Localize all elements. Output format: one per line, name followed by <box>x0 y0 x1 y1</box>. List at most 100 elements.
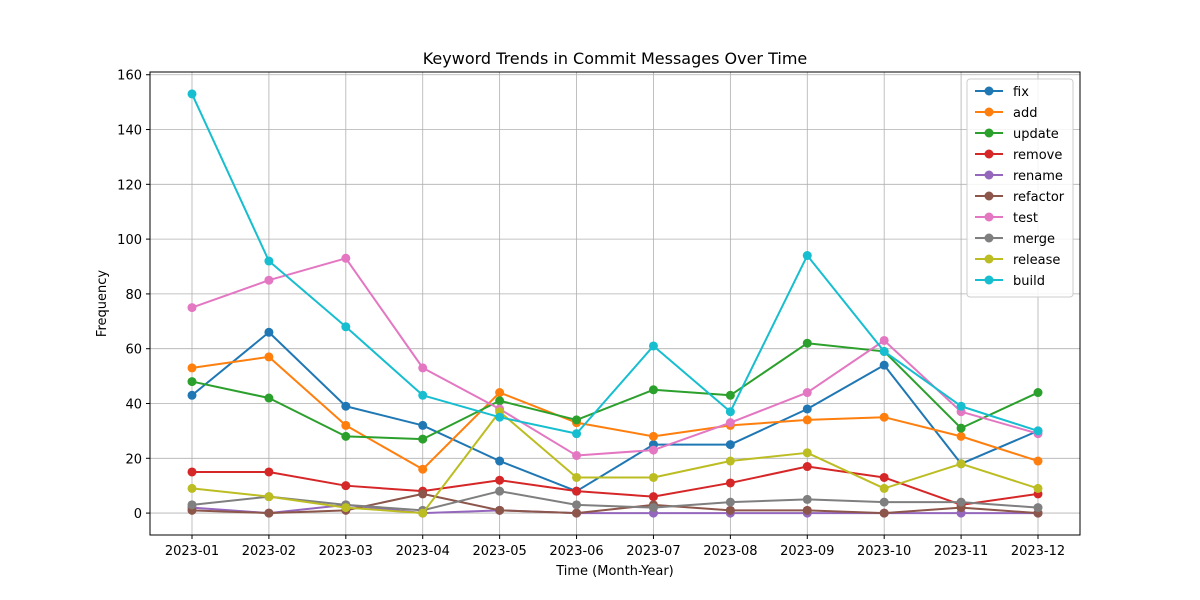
data-point-test <box>264 275 274 285</box>
legend-label: fix <box>1013 85 1029 100</box>
data-point-test <box>725 418 735 428</box>
data-point-refactor <box>418 489 428 499</box>
data-point-merge <box>802 494 812 504</box>
legend-label: test <box>1013 211 1038 226</box>
y-tick-label: 80 <box>125 288 142 303</box>
legend-label: update <box>1013 127 1059 142</box>
legend-item-remove: remove <box>975 148 1062 163</box>
data-point-build <box>495 412 505 422</box>
data-point-merge <box>1033 503 1043 513</box>
data-point-build <box>802 251 812 261</box>
legend-swatch-marker <box>984 212 994 222</box>
data-point-update <box>341 431 351 441</box>
legend-item-add: add <box>975 106 1037 121</box>
data-point-refactor <box>879 508 889 518</box>
data-point-build <box>725 407 735 417</box>
legend-item-release: release <box>975 253 1060 268</box>
x-axis-label: Time (Month-Year) <box>555 564 674 579</box>
legend-swatch-marker <box>984 86 994 96</box>
data-point-release <box>879 483 889 493</box>
legend-label: release <box>1013 253 1060 268</box>
data-point-refactor <box>264 508 274 518</box>
data-point-update <box>264 393 274 403</box>
data-point-remove <box>341 481 351 491</box>
x-tick-label: 2023-05 <box>472 544 526 559</box>
data-point-merge <box>648 503 658 513</box>
series-line-merge <box>191 490 1039 512</box>
data-point-add <box>187 363 197 373</box>
data-point-release <box>1033 483 1043 493</box>
x-tick-label: 2023-06 <box>549 544 603 559</box>
x-tick-label: 2023-01 <box>165 544 219 559</box>
series-add <box>187 352 1043 474</box>
grid <box>150 72 1080 535</box>
data-point-build <box>879 346 889 356</box>
data-point-fix <box>879 360 889 370</box>
data-point-remove <box>648 492 658 502</box>
legend-swatch-marker <box>984 191 994 201</box>
data-point-refactor <box>802 505 812 515</box>
legend-item-build: build <box>975 274 1045 289</box>
data-point-release <box>264 492 274 502</box>
legend-item-update: update <box>975 127 1059 142</box>
y-tick-label: 0 <box>134 507 142 522</box>
data-point-release <box>956 459 966 469</box>
data-point-add <box>648 431 658 441</box>
data-point-add <box>802 415 812 425</box>
data-point-fix <box>264 327 274 337</box>
x-tick-label: 2023-02 <box>242 544 296 559</box>
data-point-release <box>341 503 351 513</box>
x-tick-label: 2023-12 <box>1011 544 1065 559</box>
legend-item-refactor: refactor <box>975 190 1065 205</box>
data-point-add <box>264 352 274 362</box>
data-point-remove <box>264 467 274 477</box>
data-point-build <box>341 322 351 332</box>
data-point-test <box>648 445 658 455</box>
data-point-merge <box>879 497 889 507</box>
y-tick-label: 40 <box>125 397 142 412</box>
data-point-test <box>572 451 582 461</box>
data-point-add <box>418 464 428 474</box>
series-line-release <box>191 410 1039 515</box>
legend-label: rename <box>1013 169 1063 184</box>
series-line-refactor <box>191 492 1039 515</box>
data-point-build <box>956 401 966 411</box>
series-line-test <box>191 257 1039 457</box>
legend-swatch-marker <box>984 275 994 285</box>
data-point-remove <box>495 475 505 485</box>
legend-swatch-marker <box>984 107 994 117</box>
data-point-release <box>648 472 658 482</box>
series-build <box>187 89 1043 439</box>
x-tick-label: 2023-03 <box>319 544 373 559</box>
series-line-add <box>191 355 1039 471</box>
legend-swatch-marker <box>984 254 994 264</box>
data-point-refactor <box>572 508 582 518</box>
data-point-fix <box>418 420 428 430</box>
data-point-update <box>572 415 582 425</box>
data-point-remove <box>187 467 197 477</box>
data-point-update <box>187 377 197 387</box>
y-tick-label: 160 <box>117 69 142 84</box>
legend-swatch-marker <box>984 170 994 180</box>
data-point-remove <box>572 486 582 496</box>
data-point-refactor <box>495 505 505 515</box>
series-test <box>187 253 1043 461</box>
legend-swatch-marker <box>984 128 994 138</box>
series-refactor <box>187 489 1043 518</box>
data-point-build <box>648 341 658 351</box>
data-point-remove <box>802 462 812 472</box>
x-tick-label: 2023-09 <box>780 544 834 559</box>
legend-label: add <box>1013 106 1037 121</box>
x-tick-label: 2023-10 <box>857 544 911 559</box>
data-point-build <box>572 429 582 439</box>
data-point-build <box>418 390 428 400</box>
data-point-release <box>802 448 812 458</box>
legend-label: remove <box>1013 148 1062 163</box>
series-line-build <box>191 93 1039 435</box>
series-update <box>187 338 1043 444</box>
data-point-release <box>187 483 197 493</box>
data-point-add <box>879 412 889 422</box>
series-release <box>187 407 1043 518</box>
data-point-test <box>802 388 812 398</box>
